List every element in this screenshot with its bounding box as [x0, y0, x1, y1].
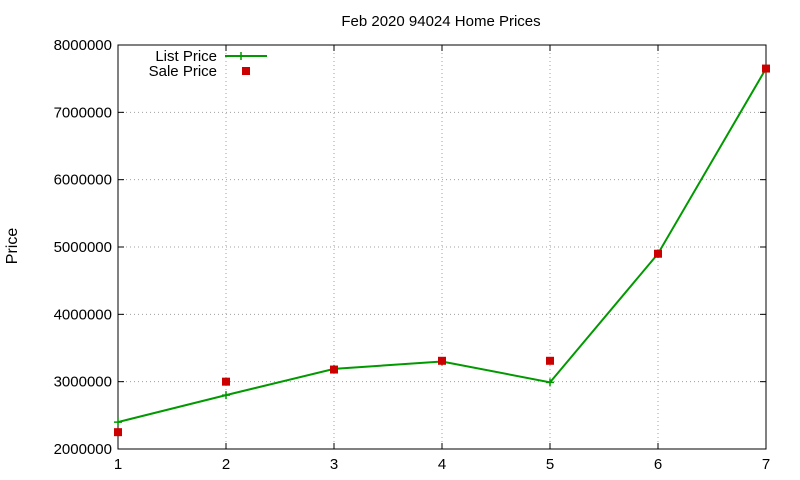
sale-price-point	[330, 365, 338, 374]
sale-price-point	[114, 428, 122, 437]
x-tick-label: 7	[762, 456, 770, 473]
x-tick-label: 3	[330, 456, 338, 473]
y-tick-label: 6000000	[54, 172, 112, 189]
y-tick-labels: 2000000 3000000 4000000 5000000 6000000 70000…	[54, 37, 112, 458]
sale-price-point	[546, 356, 554, 365]
x-tick-label: 6	[654, 456, 662, 473]
list-price-point	[222, 391, 230, 400]
y-axis-label: Price	[4, 228, 21, 265]
legend-label-sale-price: Sale Price	[149, 63, 217, 80]
legend-marker-list-price	[237, 52, 245, 60]
sale-price-point	[654, 249, 662, 258]
x-tick-label: 2	[222, 456, 230, 473]
y-tick-label: 7000000	[54, 104, 112, 121]
list-price-point	[546, 378, 554, 387]
legend-label-list-price: List Price	[155, 48, 217, 65]
legend-marker-sale-price	[242, 67, 250, 75]
sale-price-point	[762, 64, 770, 73]
list-price-point	[114, 418, 122, 427]
sale-price-point	[438, 356, 446, 365]
chart-title: Feb 2020 94024 Home Prices	[341, 13, 540, 30]
data-series	[114, 64, 770, 437]
y-tick-label: 4000000	[54, 306, 112, 323]
x-tick-labels: 1 2 3 4 5 6 7	[114, 456, 770, 473]
legend: List Price Sale Price	[149, 48, 267, 80]
axis-ticks	[117, 44, 767, 450]
y-tick-label: 5000000	[54, 239, 112, 256]
gridlines	[118, 45, 766, 449]
y-tick-label: 2000000	[54, 441, 112, 458]
x-tick-label: 1	[114, 456, 122, 473]
y-tick-label: 3000000	[54, 374, 112, 391]
x-tick-label: 4	[438, 456, 446, 473]
sale-price-point	[222, 377, 230, 386]
x-tick-label: 5	[546, 456, 554, 473]
y-tick-label: 8000000	[54, 37, 112, 54]
